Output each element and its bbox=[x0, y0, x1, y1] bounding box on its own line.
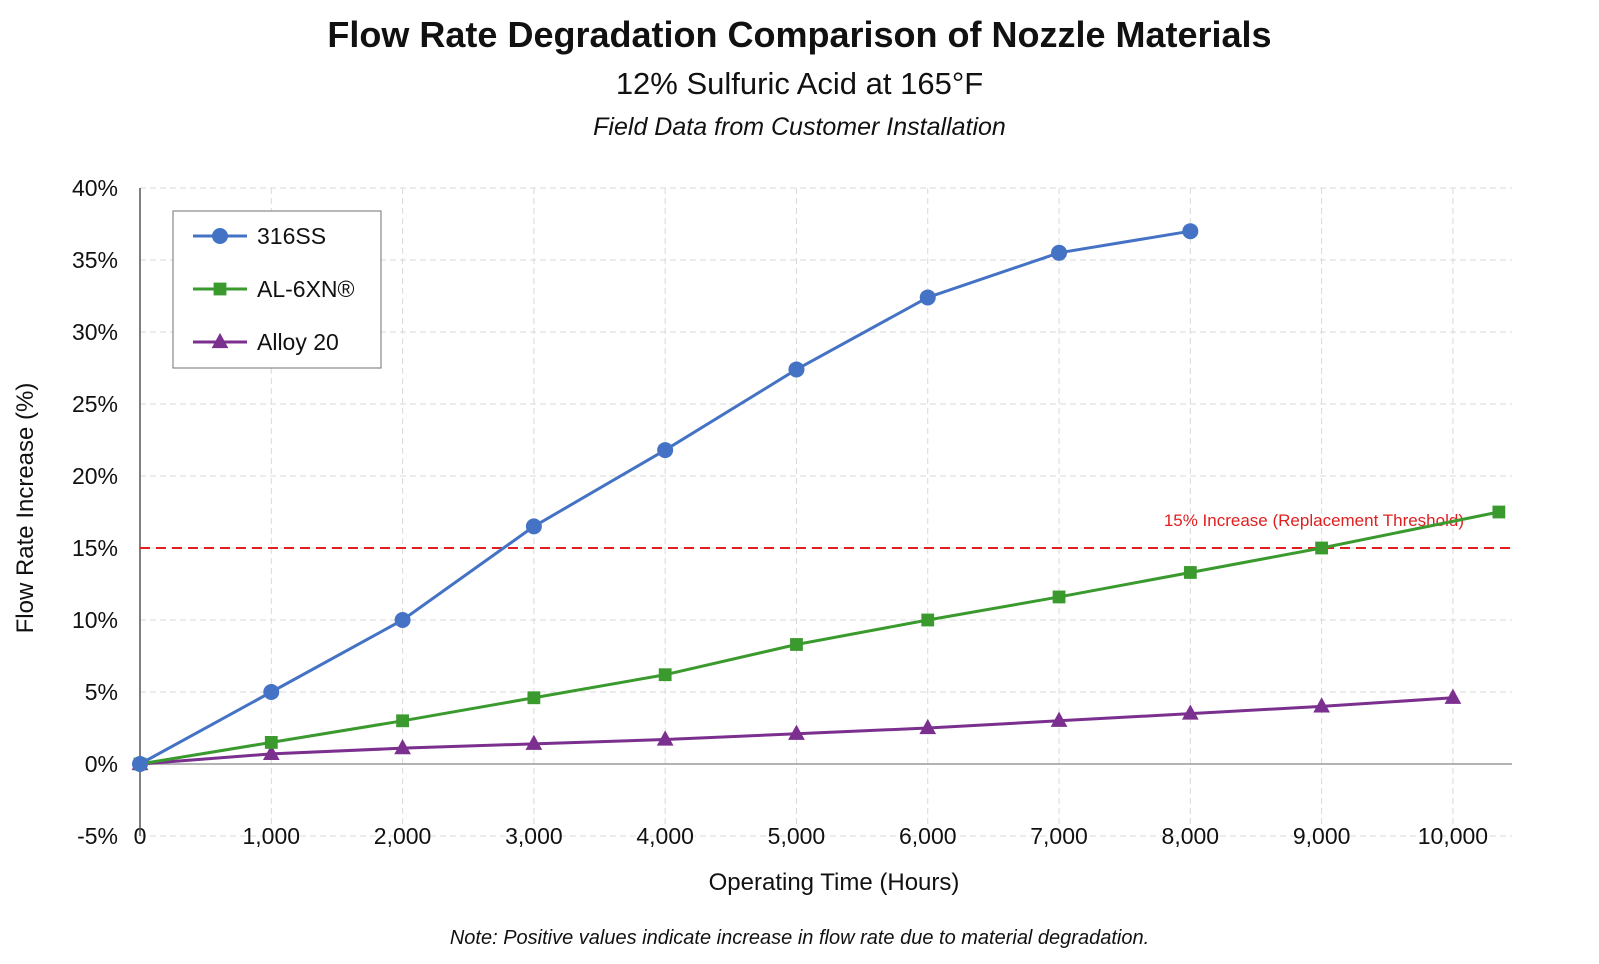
x-tick-label: 8,000 bbox=[1162, 823, 1220, 849]
chart-subtitle-secondary: Field Data from Customer Installation bbox=[593, 113, 1006, 141]
grid bbox=[140, 187, 1512, 837]
data-point bbox=[1051, 244, 1068, 261]
data-point bbox=[656, 730, 674, 746]
data-point bbox=[790, 638, 803, 651]
x-tick-label: 9,000 bbox=[1293, 823, 1351, 849]
y-tick-label: 40% bbox=[72, 175, 118, 201]
chart-subtitle: 12% Sulfuric Acid at 165°F bbox=[615, 66, 984, 101]
data-point bbox=[263, 684, 280, 700]
x-tick-label: 6,000 bbox=[899, 823, 957, 849]
y-tick-label: 10% bbox=[72, 607, 118, 633]
y-tick-label: -5% bbox=[77, 823, 118, 849]
threshold-layer: 15% Increase (Replacement Threshold) bbox=[140, 511, 1512, 549]
x-tick-label: 3,000 bbox=[505, 823, 563, 849]
threshold-label: 15% Increase (Replacement Threshold) bbox=[1164, 511, 1464, 530]
x-tick-label: 1,000 bbox=[243, 823, 301, 849]
y-tick-label: 30% bbox=[72, 319, 118, 345]
series-layer bbox=[131, 223, 1506, 772]
legend-marker bbox=[211, 332, 229, 349]
data-point bbox=[394, 739, 411, 755]
legend-label: Alloy 20 bbox=[257, 329, 339, 355]
data-point bbox=[1050, 711, 1068, 727]
y-tick-label: 35% bbox=[72, 247, 118, 273]
data-point bbox=[525, 518, 542, 535]
x-axis-title: Operating Time (Hours) bbox=[709, 869, 960, 896]
legend-marker bbox=[212, 228, 228, 244]
data-point bbox=[394, 612, 411, 628]
data-point bbox=[919, 718, 937, 735]
series-line bbox=[139, 510, 1500, 766]
data-point bbox=[527, 691, 541, 705]
legend-marker bbox=[213, 282, 227, 296]
y-tick-label: 0% bbox=[85, 751, 118, 777]
data-point bbox=[658, 668, 672, 682]
data-point bbox=[1315, 541, 1329, 555]
data-point bbox=[1444, 688, 1462, 704]
x-tick-label: 4,000 bbox=[636, 823, 694, 849]
x-tick-label: 7,000 bbox=[1030, 823, 1088, 849]
data-point bbox=[525, 734, 543, 750]
data-point bbox=[1183, 566, 1197, 579]
data-point bbox=[1492, 505, 1506, 519]
series-0 bbox=[132, 223, 1199, 772]
x-tick-label: 10,000 bbox=[1418, 823, 1488, 849]
data-point bbox=[657, 442, 674, 459]
legend-label: 316SS bbox=[257, 223, 326, 249]
data-point bbox=[1313, 697, 1330, 713]
y-tick-label: 20% bbox=[72, 463, 118, 489]
data-point bbox=[1182, 223, 1199, 240]
chart-note: Note: Positive values indicate increase … bbox=[449, 927, 1150, 949]
data-point bbox=[921, 613, 935, 627]
axes: -5%0%5%10%15%20%25%30%35%40%0 1,000 2,000 3… bbox=[72, 175, 1512, 849]
data-point bbox=[788, 724, 805, 740]
y-tick-label: 15% bbox=[72, 535, 118, 561]
chart-title: Flow Rate Degradation Comparison of Nozz… bbox=[327, 14, 1272, 55]
legend: 316SS AL-6XN® Alloy 20 bbox=[172, 210, 382, 369]
data-point bbox=[1052, 590, 1066, 604]
x-tick-label: 2,000 bbox=[374, 823, 432, 849]
legend-label: AL-6XN® bbox=[257, 276, 355, 302]
data-point bbox=[132, 756, 148, 772]
data-point bbox=[1181, 704, 1199, 720]
data-point bbox=[264, 736, 278, 749]
y-tick-label: 5% bbox=[85, 679, 118, 705]
y-tick-label: 25% bbox=[72, 391, 118, 417]
data-point bbox=[788, 361, 805, 378]
y-axis-title: Flow Rate Increase (%) bbox=[12, 383, 39, 634]
data-point bbox=[396, 714, 409, 728]
data-point bbox=[262, 744, 280, 760]
data-point bbox=[919, 289, 936, 306]
x-tick-label: 5,000 bbox=[768, 823, 826, 849]
series-1 bbox=[133, 505, 1506, 771]
